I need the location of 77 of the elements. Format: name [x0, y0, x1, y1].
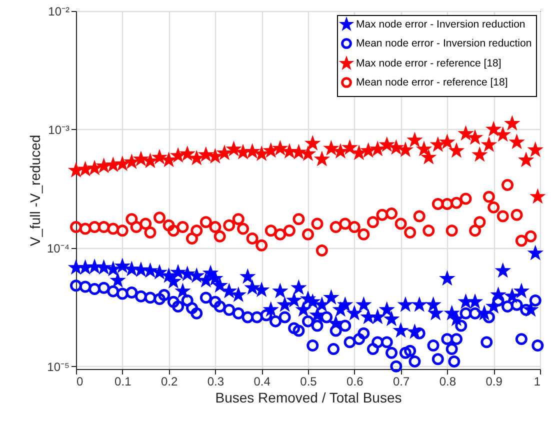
point — [515, 234, 528, 247]
point — [190, 224, 203, 237]
point — [237, 222, 250, 235]
x-tick-label: 0 — [76, 374, 84, 388]
legend-label: Mean node error - reference [18] — [356, 76, 508, 88]
point — [348, 221, 360, 234]
legend-label: Max node error - Inversion reduction — [356, 18, 526, 30]
point — [162, 219, 175, 232]
y-tick-label: 10⁻⁴ — [46, 241, 70, 256]
point — [311, 218, 324, 230]
point — [88, 221, 101, 234]
legend-label: Max node error - reference [18] — [356, 58, 502, 70]
point — [256, 239, 268, 252]
x-tick-label: 0.9 — [486, 374, 503, 388]
point — [460, 192, 472, 205]
point — [70, 221, 82, 234]
point — [246, 232, 258, 245]
y-axis-title: V_full -V_reduced — [26, 134, 43, 246]
point — [376, 208, 388, 221]
point — [413, 210, 426, 222]
point — [496, 210, 509, 222]
x-tick-label: 0.4 — [254, 374, 271, 388]
point — [140, 218, 152, 230]
point — [446, 224, 458, 237]
point — [404, 226, 416, 238]
point — [79, 222, 92, 235]
point — [144, 226, 156, 238]
y-tick-label: 10⁻² — [48, 4, 70, 18]
point — [339, 218, 352, 230]
point — [130, 221, 142, 234]
point — [264, 224, 277, 237]
point — [209, 221, 222, 234]
point — [469, 224, 482, 237]
point — [474, 216, 486, 228]
x-tick-label: 0.2 — [160, 374, 178, 388]
point — [98, 221, 110, 234]
x-tick-label: 0.7 — [392, 374, 410, 388]
x-tick-label: 0.8 — [439, 374, 456, 388]
y-tick-label: 10⁻³ — [48, 122, 70, 137]
x-tick-label: 1 — [534, 374, 541, 388]
x-tick-label: 0.6 — [346, 374, 364, 388]
y-tick-label: 10⁻⁵ — [47, 360, 70, 374]
point — [200, 216, 212, 228]
point — [432, 198, 444, 210]
point — [186, 232, 198, 245]
point — [223, 219, 236, 232]
point — [330, 221, 342, 234]
point — [154, 212, 166, 224]
x-axis-title: Buses Removed / Total Buses — [215, 390, 402, 406]
point — [107, 222, 120, 235]
point — [292, 213, 305, 226]
point — [366, 216, 379, 228]
point — [441, 198, 454, 210]
point — [358, 228, 370, 240]
point — [176, 221, 189, 234]
x-tick-label: 0.3 — [207, 374, 224, 388]
point — [167, 224, 180, 237]
point — [316, 244, 328, 257]
point — [126, 213, 138, 226]
point — [422, 224, 435, 237]
point — [116, 224, 128, 237]
legend-label: Mean node error - Inversion reduction — [356, 38, 532, 50]
point — [274, 228, 286, 240]
x-tick-label: 0.5 — [300, 374, 318, 388]
point — [214, 230, 226, 242]
point — [394, 218, 407, 230]
point — [302, 228, 314, 240]
point — [283, 224, 296, 237]
point — [232, 213, 244, 226]
point — [510, 208, 523, 221]
point — [502, 178, 514, 191]
point — [450, 196, 462, 209]
point — [488, 201, 500, 214]
point — [524, 230, 537, 242]
x-tick-label: 0.1 — [114, 374, 132, 388]
point — [482, 190, 495, 203]
point — [386, 208, 398, 220]
